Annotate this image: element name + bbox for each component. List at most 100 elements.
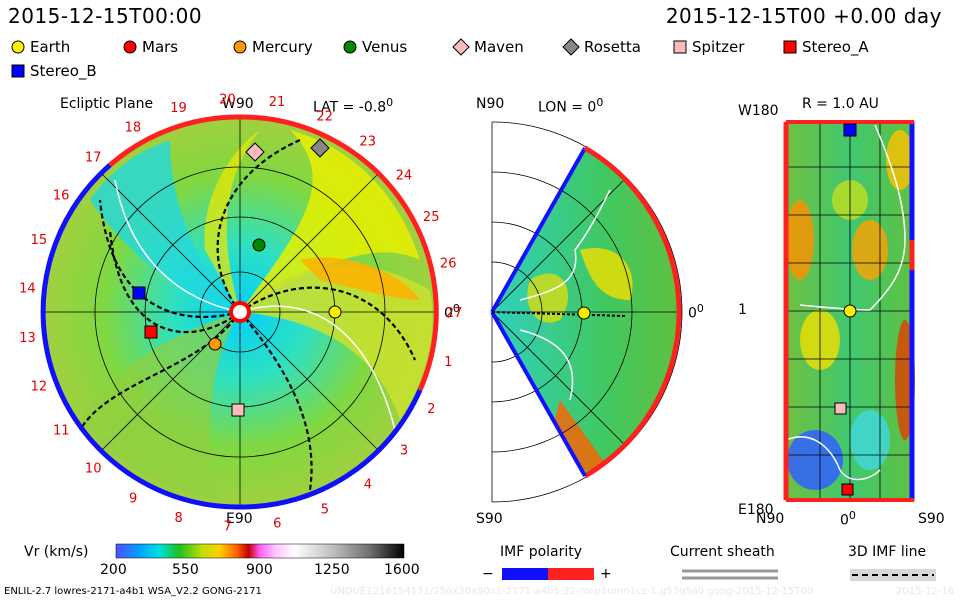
ecliptic-title: Ecliptic Plane (60, 96, 154, 112)
venus-marker (252, 238, 266, 252)
carrington-tick-label: 16 (53, 189, 70, 204)
carrington-tick-label: 8 (175, 511, 183, 526)
legend-item-rosetta: Rosetta (562, 38, 641, 56)
meridional-current-sheet-2 (519, 329, 574, 401)
footer-model: ENLIL-2.7 lowres-2171-a4b1 WSA_V2.2 GONG… (4, 586, 262, 597)
radial-y-bottom: E180 (738, 502, 774, 518)
carrington-tick-label: 23 (359, 134, 376, 149)
radial-x-right: S90 (918, 511, 945, 527)
footer-run-id: UNOUE1216154131/256x30x90x1-2171-a4b1.32… (330, 586, 814, 597)
legend-label: Rosetta (584, 38, 641, 56)
meridional-earth-marker (577, 306, 591, 320)
carrington-tick-label: 2 (427, 402, 435, 417)
radial-stereo-a-marker (841, 483, 854, 496)
stereo-b-marker (132, 286, 146, 300)
legend-label: Venus (362, 38, 408, 56)
venus-marker-icon (343, 40, 357, 54)
carrington-tick-label: 19 (170, 101, 187, 116)
carrington-tick-label: 9 (129, 491, 137, 506)
legend-label: Maven (474, 38, 524, 56)
spitzer-marker-icon (673, 40, 687, 54)
colorbar-tick-1250: 1250 (314, 562, 350, 578)
radial-stereo-b-marker (843, 123, 857, 137)
radial-current-sheet-2 (785, 436, 881, 481)
carrington-tick-label: 25 (423, 210, 440, 225)
carrington-tick-label: 4 (364, 478, 372, 493)
carrington-tick-label: 27 (446, 306, 463, 321)
stereo-b-marker-icon (11, 64, 25, 78)
meridional-edge-north (490, 147, 587, 313)
carrington-tick-label: 26 (440, 257, 457, 272)
radial-y-top: W180 (738, 103, 779, 119)
legend-item-mars: Mars (122, 38, 178, 56)
mercury-marker-icon (233, 40, 247, 54)
carrington-tick-label: 7 (224, 520, 232, 535)
ecliptic-zero-label: 00 (444, 302, 460, 322)
carrington-tick-label: 22 (316, 110, 333, 125)
carrington-tick-label: 17 (85, 150, 102, 165)
earth-marker-icon (11, 40, 25, 54)
earth-marker (328, 305, 342, 319)
radial-plot (783, 120, 915, 502)
legend-label: Mars (142, 38, 179, 56)
carrington-tick-label: 14 (19, 281, 36, 296)
imf-plus-label: + (600, 566, 612, 582)
footer-date: 2015-12-16 (896, 586, 955, 597)
imf-polarity-label: IMF polarity (500, 544, 583, 560)
meridional-top-label: N90 (476, 96, 505, 112)
carrington-tick-label: 12 (31, 379, 48, 394)
radial-y-mid: 1 (738, 302, 747, 318)
stereo-a-marker (144, 325, 158, 339)
radial-grid (786, 122, 914, 500)
meridional-bottom-label: S90 (476, 511, 503, 527)
legend-item-earth: Earth (10, 38, 70, 56)
legend-item-mercury: Mercury (232, 38, 313, 56)
imf-minus-label: − (482, 566, 494, 582)
carrington-tick-label: 21 (269, 95, 286, 110)
legend-item-stereo-b: Stereo_B (10, 62, 97, 80)
carrington-tick-label: 10 (85, 462, 102, 477)
ecliptic-imf-lines (79, 138, 417, 491)
rosetta-marker-icon (562, 38, 580, 56)
stereo-a-marker-icon (783, 40, 797, 54)
radial-spitzer-marker (834, 402, 847, 415)
legend-label: Spitzer (692, 38, 745, 56)
carrington-tick-label: 13 (19, 331, 36, 346)
legend-label: Earth (30, 38, 71, 56)
left-timestamp: 2015-12-15T00:00 (8, 4, 203, 28)
carrington-tick-label: 6 (273, 517, 281, 532)
legend-item-maven: Maven (452, 38, 524, 56)
radial-x-mid: 00 (840, 509, 856, 529)
rosetta-marker (310, 138, 330, 158)
sun-icon (229, 301, 251, 323)
ecliptic-polarity-negative (40, 163, 423, 510)
carrington-tick-label: 3 (400, 444, 408, 459)
mars-marker-icon (123, 40, 137, 54)
colorbar-tick-550: 550 (172, 562, 199, 578)
legend-label: Mercury (252, 38, 313, 56)
radial-x-left: N90 (756, 511, 785, 527)
colorbar-tick-900: 900 (246, 562, 273, 578)
right-timestamp: 2015-12-15T00 +0.00 day (665, 4, 942, 28)
meridional-current-sheet (519, 189, 611, 301)
maven-marker-icon (452, 38, 470, 56)
current-sheath-key (682, 569, 778, 580)
carrington-tick-label: 1 (444, 355, 452, 370)
current-sheath-label: Current sheath (670, 544, 775, 560)
legend-item-spitzer: Spitzer (672, 38, 744, 56)
meridional-imf-line (491, 311, 626, 317)
ecliptic-polarity-positive (239, 114, 439, 391)
mercury-marker (208, 337, 222, 351)
carrington-tick-label: 20 (219, 92, 236, 107)
carrington-tick-label: 18 (125, 121, 142, 136)
radial-title: R = 1.0 AU (802, 96, 879, 112)
meridional-plot (490, 121, 683, 503)
legend-label: Stereo_A (802, 38, 869, 56)
ecliptic-top-label: W90 (222, 96, 254, 112)
carrington-tick-label: 5 (321, 502, 329, 517)
radial-earth-marker (843, 304, 857, 318)
imf-line-label: 3D IMF line (848, 544, 927, 560)
maven-marker (245, 142, 265, 162)
